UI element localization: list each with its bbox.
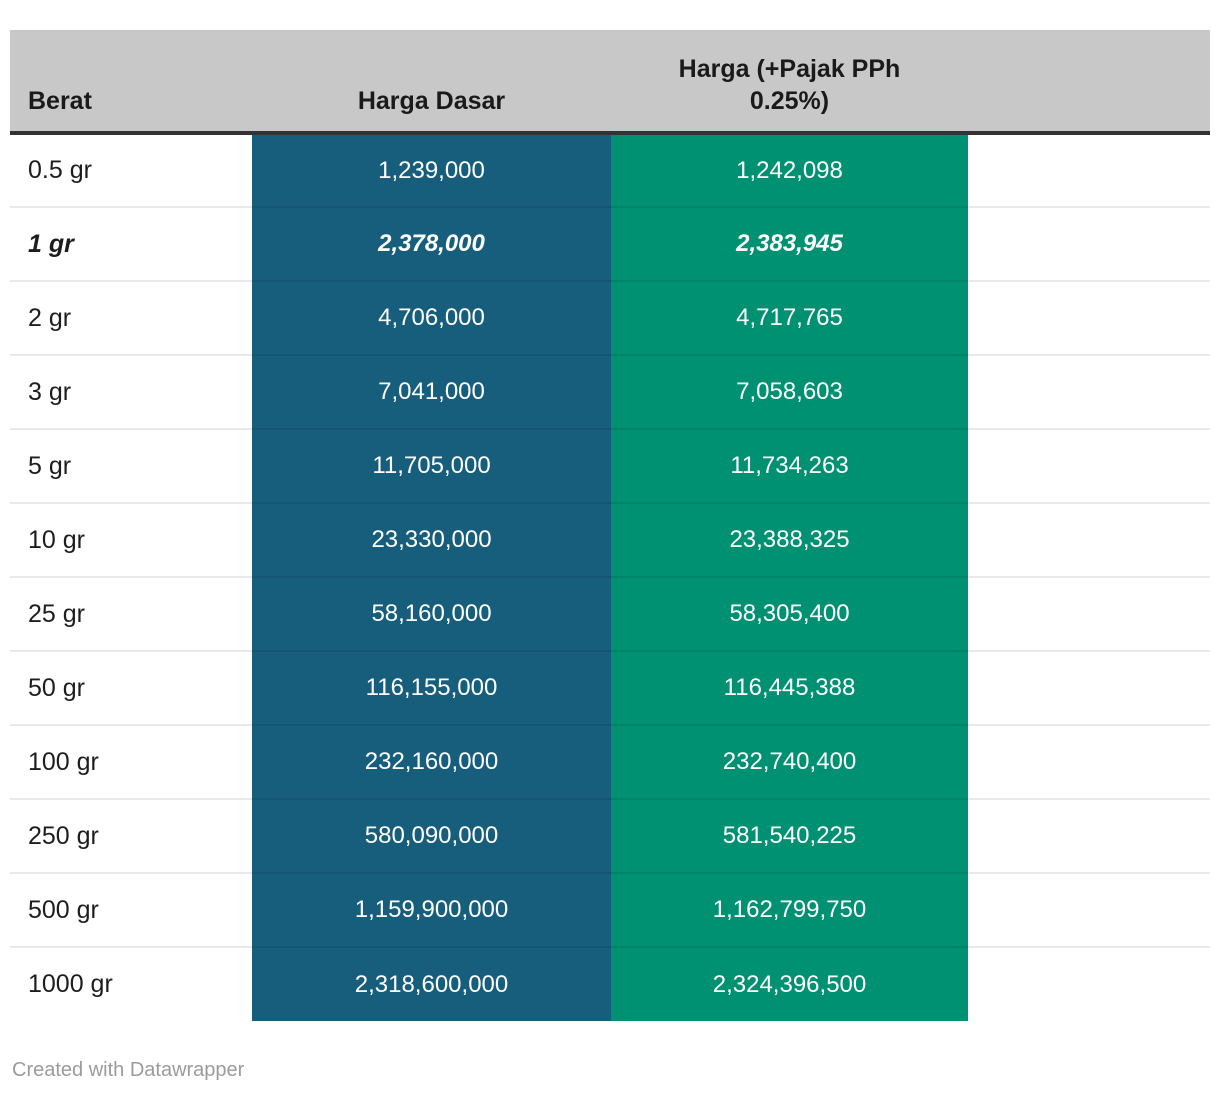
- cell-harga-pajak: 58,305,400: [611, 576, 968, 651]
- cell-berat: 1000 gr: [10, 946, 252, 1021]
- cell-berat: 2 gr: [10, 280, 252, 355]
- column-header-empty: [968, 30, 1210, 135]
- cell-harga-pajak: 1,162,799,750: [611, 872, 968, 947]
- table-row: 100 gr 232,160,000 232,740,400: [10, 724, 1210, 799]
- cell-berat: 250 gr: [10, 798, 252, 873]
- table-row: 5 gr 11,705,000 11,734,263: [10, 428, 1210, 503]
- column-header-harga-dasar: Harga Dasar: [252, 30, 611, 135]
- cell-berat: 3 gr: [10, 354, 252, 429]
- cell-harga-dasar: 580,090,000: [252, 798, 611, 873]
- cell-empty: [968, 280, 1210, 355]
- cell-empty: [968, 354, 1210, 429]
- cell-harga-dasar: 1,239,000: [252, 133, 611, 207]
- cell-harga-dasar: 7,041,000: [252, 354, 611, 429]
- gold-price-table: Berat Harga Dasar Harga (+Pajak PPh 0.25…: [10, 30, 1210, 1021]
- cell-empty: [968, 502, 1210, 577]
- cell-harga-pajak: 116,445,388: [611, 650, 968, 725]
- cell-harga-pajak: 2,383,945: [611, 206, 968, 281]
- cell-harga-pajak: 232,740,400: [611, 724, 968, 799]
- cell-empty: [968, 872, 1210, 947]
- cell-harga-pajak: 581,540,225: [611, 798, 968, 873]
- cell-harga-pajak: 1,242,098: [611, 133, 968, 207]
- table-header: Berat Harga Dasar Harga (+Pajak PPh 0.25…: [10, 30, 1210, 135]
- table-row: 500 gr 1,159,900,000 1,162,799,750: [10, 872, 1210, 947]
- cell-harga-dasar: 1,159,900,000: [252, 872, 611, 947]
- cell-empty: [968, 428, 1210, 503]
- column-header-harga-pajak: Harga (+Pajak PPh 0.25%): [611, 30, 968, 135]
- cell-empty: [968, 946, 1210, 1021]
- table-row: 0.5 gr 1,239,000 1,242,098: [10, 133, 1210, 207]
- cell-harga-dasar: 4,706,000: [252, 280, 611, 355]
- column-header-berat: Berat: [10, 30, 252, 135]
- cell-empty: [968, 724, 1210, 799]
- cell-harga-pajak: 11,734,263: [611, 428, 968, 503]
- cell-harga-dasar: 2,378,000: [252, 206, 611, 281]
- cell-berat: 50 gr: [10, 650, 252, 725]
- cell-empty: [968, 576, 1210, 651]
- table-row: 2 gr 4,706,000 4,717,765: [10, 280, 1210, 355]
- header-row: Berat Harga Dasar Harga (+Pajak PPh 0.25…: [10, 30, 1210, 135]
- cell-harga-pajak: 4,717,765: [611, 280, 968, 355]
- table-row: 10 gr 23,330,000 23,388,325: [10, 502, 1210, 577]
- attribution-footer: Created with Datawrapper: [10, 1059, 1210, 1082]
- cell-berat: 0.5 gr: [10, 133, 252, 207]
- cell-harga-pajak: 23,388,325: [611, 502, 968, 577]
- datawrapper-attribution-link[interactable]: Created with Datawrapper: [12, 1059, 245, 1081]
- table-row: 25 gr 58,160,000 58,305,400: [10, 576, 1210, 651]
- cell-harga-dasar: 11,705,000: [252, 428, 611, 503]
- table-row: 250 gr 580,090,000 581,540,225: [10, 798, 1210, 873]
- cell-berat: 25 gr: [10, 576, 252, 651]
- cell-berat: 500 gr: [10, 872, 252, 947]
- cell-berat: 10 gr: [10, 502, 252, 577]
- cell-harga-dasar: 23,330,000: [252, 502, 611, 577]
- cell-harga-pajak: 2,324,396,500: [611, 946, 968, 1021]
- cell-harga-dasar: 58,160,000: [252, 576, 611, 651]
- cell-empty: [968, 650, 1210, 725]
- table-body: 0.5 gr 1,239,000 1,242,098 1 gr 2,378,00…: [10, 133, 1210, 1021]
- cell-harga-dasar: 116,155,000: [252, 650, 611, 725]
- cell-harga-dasar: 232,160,000: [252, 724, 611, 799]
- cell-harga-pajak: 7,058,603: [611, 354, 968, 429]
- cell-berat: 1 gr: [10, 206, 252, 281]
- table-row: 50 gr 116,155,000 116,445,388: [10, 650, 1210, 725]
- cell-empty: [968, 206, 1210, 281]
- cell-empty: [968, 798, 1210, 873]
- cell-harga-dasar: 2,318,600,000: [252, 946, 611, 1021]
- table-row: 1000 gr 2,318,600,000 2,324,396,500: [10, 946, 1210, 1021]
- cell-berat: 100 gr: [10, 724, 252, 799]
- table-row: 3 gr 7,041,000 7,058,603: [10, 354, 1210, 429]
- cell-berat: 5 gr: [10, 428, 252, 503]
- table-row: 1 gr 2,378,000 2,383,945: [10, 206, 1210, 281]
- cell-empty: [968, 133, 1210, 207]
